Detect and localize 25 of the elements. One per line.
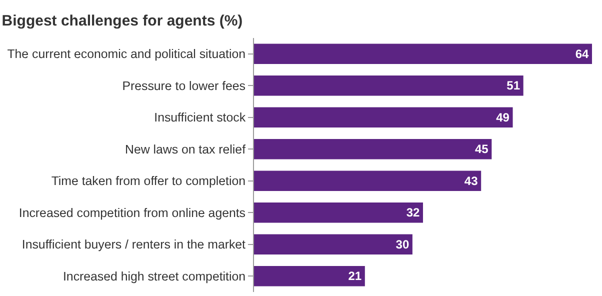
y-tick-label: Insufficient stock	[154, 110, 246, 125]
data-label: 43	[464, 174, 478, 188]
data-label: 21	[348, 269, 362, 284]
data-label: 32	[406, 206, 420, 220]
y-tick-label: New laws on tax relief	[125, 142, 246, 156]
data-label: 45	[474, 142, 489, 156]
data-label: 64	[575, 46, 589, 61]
y-tick-label: The current economic and political situation	[7, 47, 246, 62]
bar	[254, 170, 482, 192]
bar	[254, 234, 412, 255]
y-tick-label: Insufficient buyers / renters in the market	[22, 238, 246, 252]
y-tick-label: Time taken from offer to completion	[51, 174, 246, 188]
bar	[254, 266, 365, 286]
y-tick-label: Pressure to lower fees	[122, 78, 246, 93]
y-tick-label: Increased high street competition	[62, 269, 246, 284]
data-label: 51	[506, 78, 520, 93]
data-label: 30	[396, 237, 410, 252]
bar	[254, 107, 513, 128]
bar	[254, 44, 592, 64]
bar	[254, 202, 423, 223]
bar	[254, 138, 492, 160]
y-tick-label: Increased competition from online agents	[18, 206, 246, 220]
text: Biggest challenges for agents (%)	[2, 12, 243, 30]
bar	[254, 75, 524, 96]
data-label: 49	[496, 110, 510, 124]
